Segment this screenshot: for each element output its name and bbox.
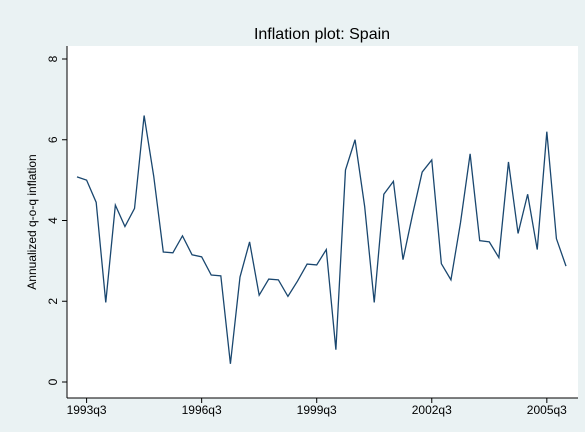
y-tick-label: 8 [46,55,60,62]
x-tick-label: 2005q3 [527,403,567,417]
y-axis-label: Annualized q-o-q inflation [25,154,39,289]
x-tick-label: 1999q3 [297,403,337,417]
x-tick-label: 1996q3 [182,403,222,417]
y-tick-label: 0 [46,378,60,385]
y-tick-label: 2 [46,298,60,305]
y-tick-label: 4 [46,217,60,224]
chart-title: Inflation plot: Spain [254,26,390,43]
y-tick-label: 6 [46,136,60,143]
plot-area [67,46,578,398]
series-line [76,115,567,364]
x-tick-label: 1993q3 [67,403,107,417]
x-tick-label: 2002q3 [412,403,452,417]
